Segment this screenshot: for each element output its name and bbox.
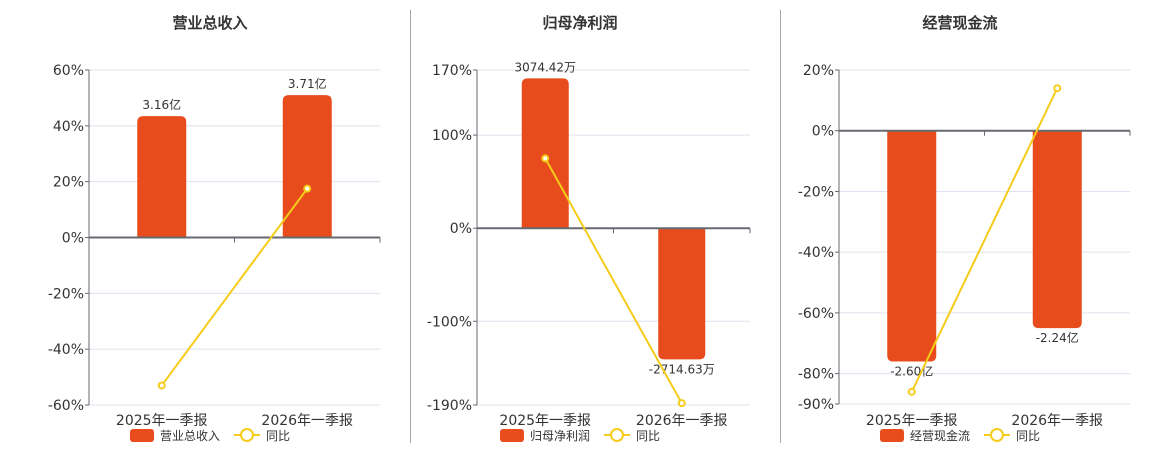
- y-tick-label: 60%: [53, 63, 84, 79]
- line-point[interactable]: [677, 399, 686, 408]
- x-tick-label: 2026年一季报: [261, 413, 353, 429]
- y-tick-label: 100%: [432, 128, 472, 144]
- line-point[interactable]: [541, 154, 550, 163]
- y-tick-label: 0%: [450, 221, 472, 237]
- y-tick-label: 20%: [803, 63, 834, 79]
- legend-line-swatch-icon[interactable]: [984, 428, 1010, 442]
- chart-title: 经营现金流: [922, 14, 998, 32]
- legend-line-label[interactable]: 同比: [1016, 428, 1041, 443]
- legend-bar-label[interactable]: 经营现金流: [909, 428, 970, 443]
- legend-line-swatch-icon[interactable]: [234, 428, 260, 442]
- line-point[interactable]: [157, 381, 166, 390]
- bar-value-label: -2.24亿: [1036, 330, 1079, 345]
- bar[interactable]: [1032, 130, 1082, 329]
- y-tick-label: -20%: [48, 286, 84, 302]
- chart-legend: 经营现金流 同比: [879, 427, 1041, 443]
- bar-value-label: 3074.42万: [514, 60, 576, 74]
- line-point[interactable]: [1053, 84, 1062, 93]
- bar[interactable]: [887, 130, 937, 362]
- x-tick-label: 2026年一季报: [1011, 413, 1103, 429]
- y-tick-label: 170%: [432, 63, 472, 79]
- chart-title: 营业总收入: [172, 14, 248, 32]
- chart-legend: 营业总收入 同比: [129, 427, 291, 443]
- chart-panel-revenue: 营业总收入 60% 40% 20% 0% -20% -40% -60% 3.16亿 3.71亿 2…: [0, 0, 400, 450]
- x-tick-label: 2025年一季报: [499, 413, 591, 429]
- bar[interactable]: [137, 116, 187, 238]
- y-tick-label: -90%: [798, 397, 834, 413]
- y-tick-label: -100%: [427, 314, 472, 330]
- legend-line-label[interactable]: 同比: [266, 428, 291, 443]
- chart-plot: 60% 40% 20% 0% -20% -40% -60% 3.16亿 3.71亿 2025年一季…: [48, 63, 381, 429]
- bar[interactable]: [521, 78, 569, 229]
- bar-value-label: -2.60亿: [890, 363, 933, 378]
- legend-bar-label[interactable]: 归母净利润: [529, 428, 590, 443]
- y-tick-label: -20%: [798, 184, 834, 200]
- y-tick-label: -80%: [798, 367, 834, 383]
- bar-value-label: 3.71亿: [288, 76, 327, 91]
- legend-bar-swatch[interactable]: [129, 428, 154, 442]
- y-tick-label: -40%: [48, 342, 84, 358]
- bar-value-label: 3.16亿: [142, 97, 181, 112]
- y-tick-label: -40%: [798, 245, 834, 261]
- chart-title: 归母净利润: [542, 14, 618, 32]
- chart-legend: 归母净利润 同比: [499, 427, 661, 443]
- x-tick-label: 2025年一季报: [116, 413, 208, 429]
- y-tick-label: 0%: [812, 124, 834, 140]
- chart-panel-net-profit: 归母净利润 170% 100% 0% -100% -190% 3074.42万 -2714.…: [427, 14, 751, 443]
- x-tick-label: 2025年一季报: [866, 413, 958, 429]
- x-tick-label: 2026年一季报: [636, 413, 728, 429]
- legend-line-swatch-icon[interactable]: [604, 428, 630, 442]
- chart-plot: 170%100%0%-100%-190%3074.42万-2714.63万202…: [427, 60, 751, 429]
- y-tick-label: -60%: [48, 398, 84, 414]
- y-tick-label: -60%: [798, 306, 834, 322]
- legend-bar-swatch[interactable]: [879, 428, 904, 442]
- y-tick-label: 40%: [53, 119, 84, 135]
- panel-divider: [780, 10, 781, 443]
- y-tick-label: 0%: [62, 231, 84, 247]
- line-point[interactable]: [907, 387, 916, 396]
- legend-bar-swatch[interactable]: [499, 428, 524, 442]
- y-tick-label: -190%: [427, 398, 472, 414]
- y-tick-label: 20%: [53, 175, 84, 191]
- line-point[interactable]: [303, 184, 312, 193]
- legend-bar-label[interactable]: 营业总收入: [159, 428, 220, 443]
- legend-line-label[interactable]: 同比: [636, 428, 661, 443]
- bar[interactable]: [658, 228, 706, 360]
- panel-divider: [410, 10, 411, 443]
- bar[interactable]: [282, 95, 332, 238]
